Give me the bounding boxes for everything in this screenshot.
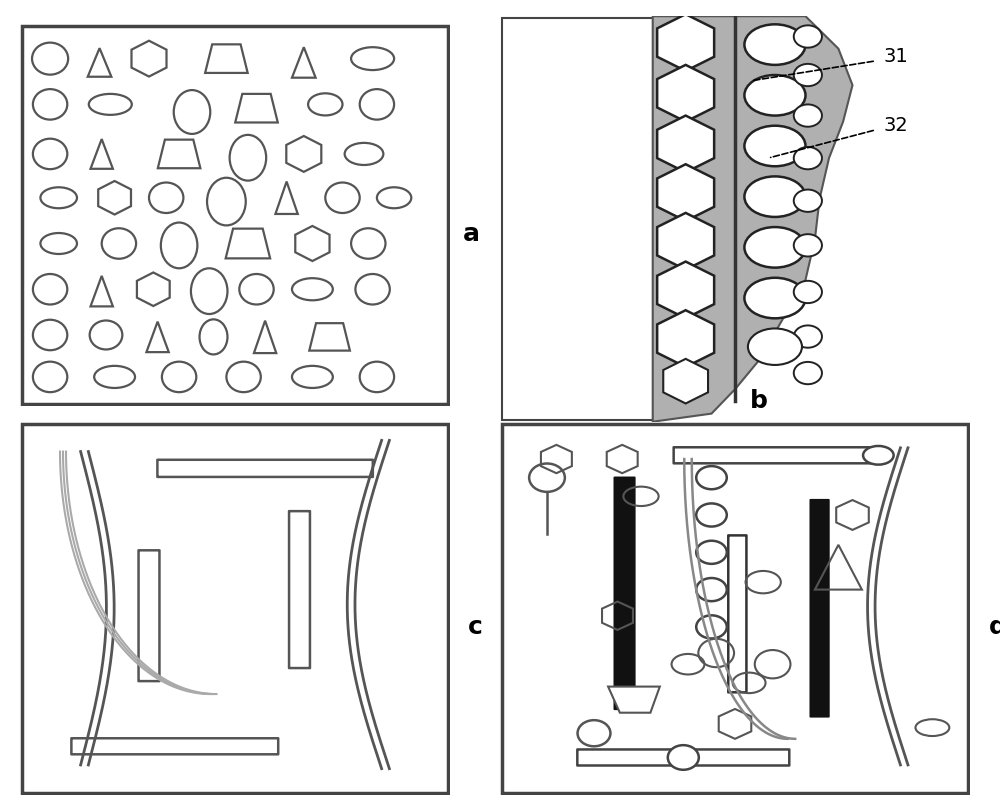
Ellipse shape (744, 177, 806, 217)
Polygon shape (657, 65, 714, 122)
Ellipse shape (744, 126, 806, 166)
Polygon shape (608, 687, 660, 713)
Ellipse shape (696, 466, 727, 489)
Ellipse shape (744, 75, 806, 115)
Circle shape (578, 720, 610, 746)
Ellipse shape (696, 541, 727, 564)
Polygon shape (657, 15, 714, 71)
Text: 32: 32 (883, 116, 908, 135)
FancyBboxPatch shape (289, 511, 310, 668)
FancyBboxPatch shape (157, 460, 373, 477)
Ellipse shape (794, 25, 822, 48)
Text: b: b (750, 389, 767, 414)
Ellipse shape (744, 277, 806, 318)
Ellipse shape (748, 328, 802, 365)
Ellipse shape (863, 446, 894, 465)
Text: c: c (468, 615, 483, 639)
FancyBboxPatch shape (577, 749, 789, 766)
FancyBboxPatch shape (71, 738, 278, 754)
Ellipse shape (744, 24, 806, 65)
Ellipse shape (794, 64, 822, 86)
Ellipse shape (794, 147, 822, 169)
Polygon shape (657, 213, 714, 269)
FancyBboxPatch shape (22, 26, 448, 404)
Polygon shape (653, 16, 852, 422)
Ellipse shape (794, 281, 822, 303)
Polygon shape (657, 310, 714, 367)
Ellipse shape (794, 190, 822, 212)
Polygon shape (657, 115, 714, 173)
Ellipse shape (794, 105, 822, 127)
FancyBboxPatch shape (500, 16, 970, 422)
Polygon shape (667, 365, 704, 401)
Text: a: a (463, 222, 480, 246)
Ellipse shape (696, 504, 727, 526)
Polygon shape (657, 164, 714, 221)
FancyBboxPatch shape (139, 551, 159, 681)
FancyBboxPatch shape (615, 478, 635, 709)
Ellipse shape (696, 616, 727, 638)
Polygon shape (663, 358, 708, 404)
Ellipse shape (794, 362, 822, 384)
Polygon shape (657, 261, 714, 318)
Circle shape (668, 745, 699, 770)
Ellipse shape (696, 578, 727, 601)
Ellipse shape (794, 325, 822, 348)
FancyBboxPatch shape (811, 500, 829, 717)
Text: 31: 31 (883, 47, 908, 67)
Ellipse shape (744, 227, 806, 268)
FancyBboxPatch shape (674, 448, 872, 463)
FancyBboxPatch shape (502, 18, 653, 420)
FancyBboxPatch shape (502, 423, 968, 793)
Ellipse shape (794, 234, 822, 256)
Text: d: d (989, 615, 1000, 639)
FancyBboxPatch shape (22, 423, 448, 793)
FancyBboxPatch shape (728, 535, 746, 693)
